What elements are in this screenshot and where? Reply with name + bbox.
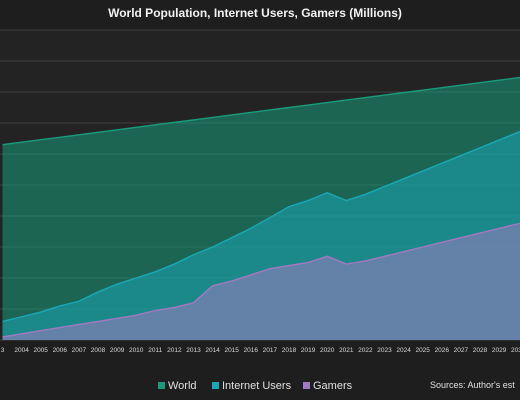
x-tick-label: 2007 [72, 347, 87, 354]
x-tick-label: 2022 [358, 347, 373, 354]
x-tick-label: 2024 [396, 347, 411, 354]
x-tick-label: 2006 [53, 347, 68, 354]
series-areas [2, 74, 520, 340]
x-axis-ticks: 3 2004 2005 2006 2007 2008 2009 2010 2011 2012 201… [1, 347, 520, 354]
x-tick-label: 2018 [282, 347, 297, 354]
source-note: Sources: Author's est [430, 380, 515, 390]
line-gamers [2, 218, 520, 338]
x-tick-label: 2004 [14, 347, 29, 354]
x-tick-label: 2025 [415, 347, 430, 354]
x-tick-label: 2014 [205, 347, 220, 354]
legend-label-internet-users: Internet Users [222, 380, 292, 392]
x-tick-label: 2017 [263, 347, 278, 354]
x-tick-label: 2028 [473, 347, 488, 354]
legend-label-world: World [168, 380, 197, 392]
x-tick-label: 2026 [435, 347, 450, 354]
chart-title: World Population, Internet Users, Gamers… [108, 6, 402, 20]
legend-label-gamers: Gamers [313, 380, 353, 392]
x-tick-label: 2029 [492, 347, 507, 354]
x-tick-label: 2009 [110, 347, 125, 354]
x-tick-label: 2027 [454, 347, 469, 354]
x-tick-label: 2030 [511, 347, 520, 354]
x-tick-label: 2019 [301, 347, 316, 354]
x-tick-label: 2016 [244, 347, 259, 354]
x-tick-label: 3 [1, 347, 5, 354]
line-world [2, 74, 520, 146]
x-tick-label: 2023 [377, 347, 392, 354]
x-tick-label: 2008 [91, 347, 106, 354]
legend: World Internet Users Gamers [158, 380, 353, 392]
legend-swatch-world [158, 382, 165, 389]
x-tick-label: 2021 [339, 347, 354, 354]
legend-swatch-gamers [303, 382, 310, 389]
x-tick-label: 2013 [186, 347, 201, 354]
x-tick-label: 2012 [167, 347, 182, 354]
x-tick-label: 2010 [129, 347, 144, 354]
x-tick-label: 2015 [224, 347, 239, 354]
x-tick-label: 2011 [148, 347, 162, 354]
area-gamers [2, 219, 520, 340]
legend-swatch-internet-users [212, 382, 219, 389]
x-tick-label: 2005 [33, 347, 48, 354]
line-internet-users [2, 123, 520, 323]
x-tick-label: 2020 [320, 347, 335, 354]
